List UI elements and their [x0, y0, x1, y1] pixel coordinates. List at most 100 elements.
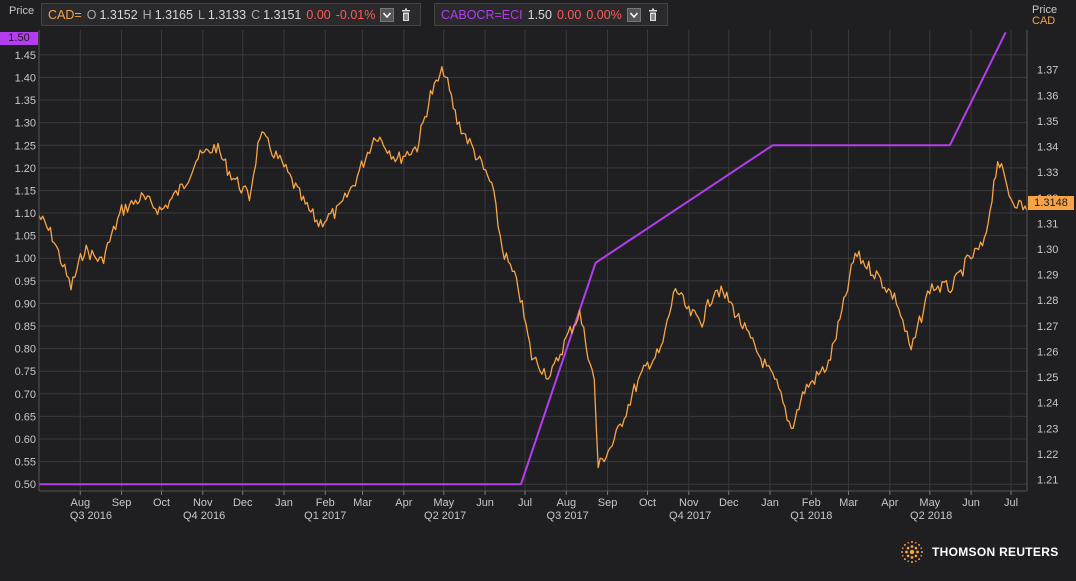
right-tick-label: 1.24 — [1037, 398, 1058, 410]
left-tick-label: 1.35 — [15, 95, 36, 107]
legend-rate-symbol: CABOCR=ECI — [441, 7, 523, 22]
x-month-label: Aug — [70, 497, 90, 509]
left-tick-label: 1.40 — [15, 72, 36, 84]
x-month-label: Apr — [395, 497, 412, 509]
left-tick-label: 0.65 — [15, 411, 36, 423]
legend-close-label: C — [251, 7, 261, 22]
x-month-label: Nov — [679, 497, 699, 509]
legend-close-value: 1.3151 — [263, 7, 302, 22]
x-month-label: Dec — [719, 497, 739, 509]
right-tick-label: 1.27 — [1037, 321, 1058, 333]
right-tick-label: 1.31 — [1037, 218, 1058, 230]
left-tick-label: 1.45 — [15, 50, 36, 62]
x-month-label: Jan — [761, 497, 779, 509]
x-month-label: Oct — [639, 497, 656, 509]
x-month-label: May — [919, 497, 940, 509]
left-tick-label: 0.90 — [15, 298, 36, 310]
branding: THOMSON REUTERS — [900, 540, 1059, 564]
left-tick-label: 1.25 — [15, 140, 36, 152]
right-tick-label: 1.34 — [1037, 142, 1058, 154]
left-tick-label: 1.15 — [15, 185, 36, 197]
legend-rate-change: 0.00 — [556, 7, 582, 22]
x-month-label: Mar — [839, 497, 858, 509]
right-tick-label: 1.29 — [1037, 270, 1058, 282]
x-quarter-label: Q3 2016 — [70, 510, 112, 522]
legend-cad[interactable]: CAD= O 1.3152 H 1.3165 L 1.3133 C 1.3151… — [41, 3, 422, 26]
right-tick-label: 1.22 — [1037, 449, 1058, 461]
x-month-label: Mar — [353, 497, 372, 509]
legend-high-value: 1.3165 — [154, 7, 193, 22]
x-quarter-label: Q4 2016 — [183, 510, 225, 522]
legend-high-label: H — [142, 7, 152, 22]
trash-icon[interactable] — [646, 8, 660, 22]
x-quarter-label: Q2 2018 — [910, 510, 952, 522]
legend-open-value: 1.3152 — [99, 7, 138, 22]
legend-open-label: O — [86, 7, 97, 22]
thomson-reuters-logo-icon — [900, 540, 924, 564]
left-tick-label: 0.80 — [15, 344, 36, 356]
right-tick-label: 1.28 — [1037, 295, 1058, 307]
left-tick-label: 1.20 — [15, 163, 36, 175]
x-month-label: Jan — [275, 497, 293, 509]
x-month-label: Sep — [598, 497, 618, 509]
legend-cad-symbol: CAD= — [48, 7, 82, 22]
x-month-label: Jul — [1004, 497, 1018, 509]
x-month-label: Feb — [316, 497, 335, 509]
right-tick-label: 1.21 — [1037, 474, 1058, 486]
right-tick-label: 1.37 — [1037, 65, 1058, 77]
series-line-cabocr-eci — [39, 31, 1007, 486]
x-month-label: Jul — [518, 497, 532, 509]
series-line-cad- — [38, 66, 1028, 469]
x-quarter-label: Q1 2017 — [304, 510, 346, 522]
left-tick-label: 0.85 — [15, 321, 36, 333]
right-value-badge: 1.3148 — [1028, 196, 1074, 210]
left-axis-title: Price — [9, 5, 35, 17]
chart-grid — [39, 30, 1027, 491]
right-tick-label: 1.25 — [1037, 372, 1058, 384]
right-tick-label: 1.36 — [1037, 90, 1058, 102]
chevron-down-icon[interactable] — [380, 7, 395, 22]
legend-low-value: 1.3133 — [207, 7, 247, 22]
right-tick-label: 1.26 — [1037, 346, 1058, 358]
left-tick-label: 0.55 — [15, 457, 36, 469]
right-tick-label: 1.33 — [1037, 167, 1058, 179]
left-tick-label: 0.75 — [15, 366, 36, 378]
right-axis-title: Price — [1032, 4, 1058, 16]
legend-low-label: L — [197, 7, 205, 22]
right-tick-label: 1.30 — [1037, 244, 1058, 256]
right-tick-label: 1.23 — [1037, 423, 1058, 435]
x-quarter-label: Q3 2017 — [547, 510, 589, 522]
chevron-down-icon[interactable] — [626, 7, 641, 22]
trash-icon[interactable] — [399, 8, 413, 22]
x-month-label: Jun — [962, 497, 980, 509]
x-month-label: Feb — [802, 497, 821, 509]
left-tick-label: 0.70 — [15, 389, 36, 401]
x-month-label: Apr — [881, 497, 898, 509]
x-month-label: Dec — [233, 497, 253, 509]
left-tick-label: 0.60 — [15, 434, 36, 446]
right-tick-label: 1.35 — [1037, 116, 1058, 128]
x-month-label: Oct — [153, 497, 170, 509]
left-value-badge: 1.50 — [0, 32, 38, 45]
legend-cad-change-pct: -0.01% — [335, 7, 376, 22]
legend-rate-change-pct: 0.00% — [586, 7, 622, 22]
chart-axes: 0.50 0.55 0.60 0.65 0.70 0.75 0.80 0.85 0.90 0.95… — [15, 30, 1058, 522]
legend-cad-change: 0.00 — [306, 7, 331, 22]
left-tick-label: 0.50 — [15, 479, 36, 491]
left-tick-label: 1.30 — [15, 118, 36, 130]
left-tick-label: 1.00 — [15, 253, 36, 265]
left-tick-label: 1.05 — [15, 231, 36, 243]
legend-rate[interactable]: CABOCR=ECI 1.50 0.00 0.00% — [434, 3, 668, 26]
x-quarter-label: Q4 2017 — [669, 510, 711, 522]
x-month-label: Jun — [476, 497, 494, 509]
x-quarter-label: Q1 2018 — [790, 510, 832, 522]
x-quarter-label: Q2 2017 — [424, 510, 466, 522]
right-axis-unit: CAD — [1032, 15, 1056, 27]
x-month-label: May — [433, 497, 454, 509]
x-month-label: Aug — [556, 497, 576, 509]
left-tick-label: 0.95 — [15, 276, 36, 288]
legend-rate-value: 1.50 — [527, 7, 552, 22]
chart-series — [38, 31, 1028, 486]
branding-text: THOMSON REUTERS — [932, 545, 1059, 559]
